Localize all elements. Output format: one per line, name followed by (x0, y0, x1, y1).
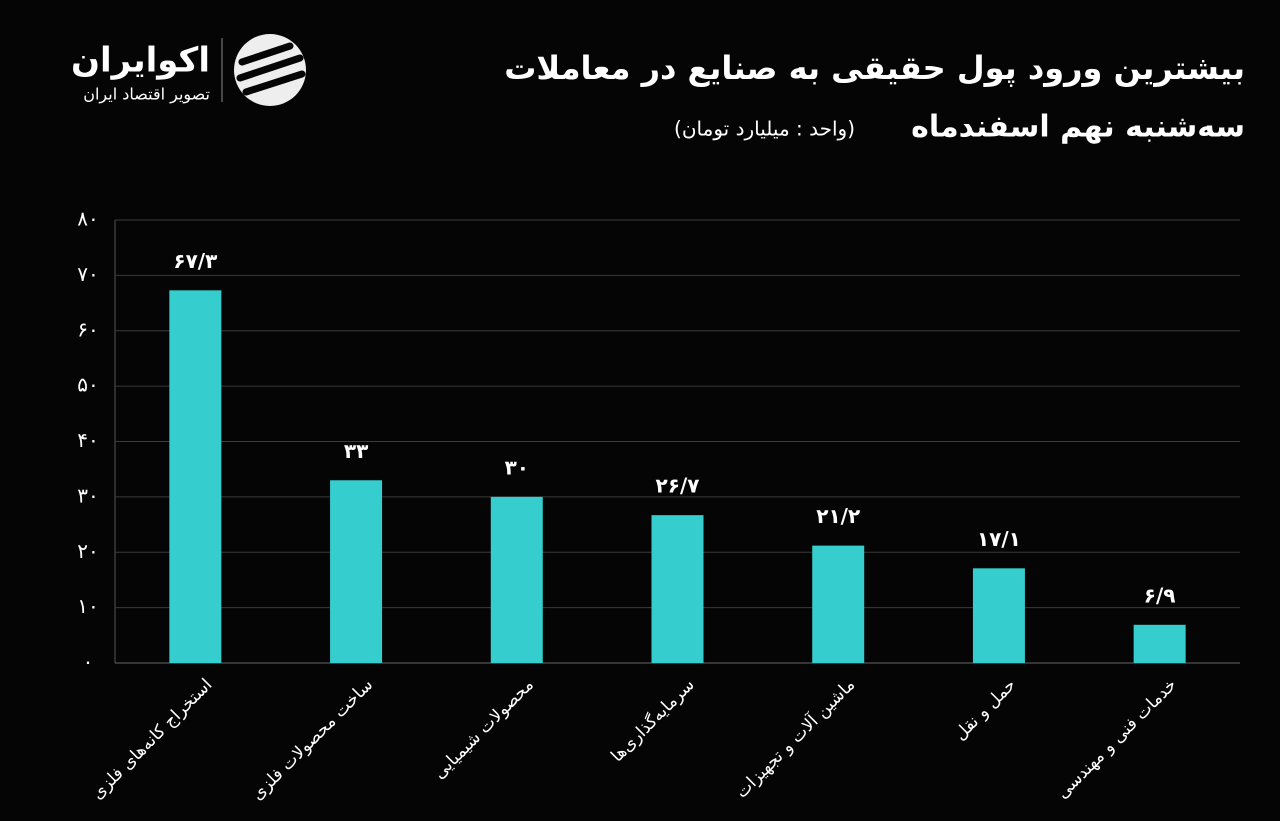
y-tick-label: ۸۰ (77, 207, 98, 231)
y-tick-label: ۳۰ (77, 483, 98, 507)
value-label: ۳۰ (505, 455, 529, 479)
logo-icon (234, 34, 306, 106)
value-label: ۳۳ (344, 439, 368, 463)
y-tick-label: ۲۰ (77, 539, 98, 563)
value-label: ۲۶/۷ (656, 474, 700, 498)
bar (1133, 624, 1186, 663)
bar (651, 515, 704, 663)
y-tick-label: ۱۰ (77, 594, 98, 618)
value-label: ۶/۹ (1144, 583, 1176, 607)
y-tick-label: ۵۰ (77, 373, 98, 397)
bar (330, 480, 383, 663)
chart-title: بیشترین ورود پول حقیقی به صنایع در معامل… (504, 49, 1245, 87)
value-label: ۶۷/۳ (173, 249, 217, 273)
bar (490, 496, 543, 663)
logo-tagline: تصویر اقتصاد ایران (83, 85, 210, 105)
bar (812, 545, 865, 663)
y-tick-label: ۶۰ (77, 317, 98, 341)
chart-subtitle: سه‌شنبه نهم اسفندماه (911, 110, 1245, 145)
y-tick-label: ۰ (83, 650, 94, 674)
unit-label: (واحد : میلیارد تومان) (674, 117, 855, 141)
y-tick-label: ۴۰ (77, 428, 98, 452)
bar (169, 290, 222, 663)
value-label: ۱۷/۱ (977, 527, 1021, 551)
logo-name: اکوایران (71, 41, 210, 81)
bar (972, 568, 1025, 663)
logo-stripes (236, 42, 306, 96)
y-tick-label: ۷۰ (77, 262, 98, 286)
value-label: ۲۱/۲ (816, 504, 860, 528)
